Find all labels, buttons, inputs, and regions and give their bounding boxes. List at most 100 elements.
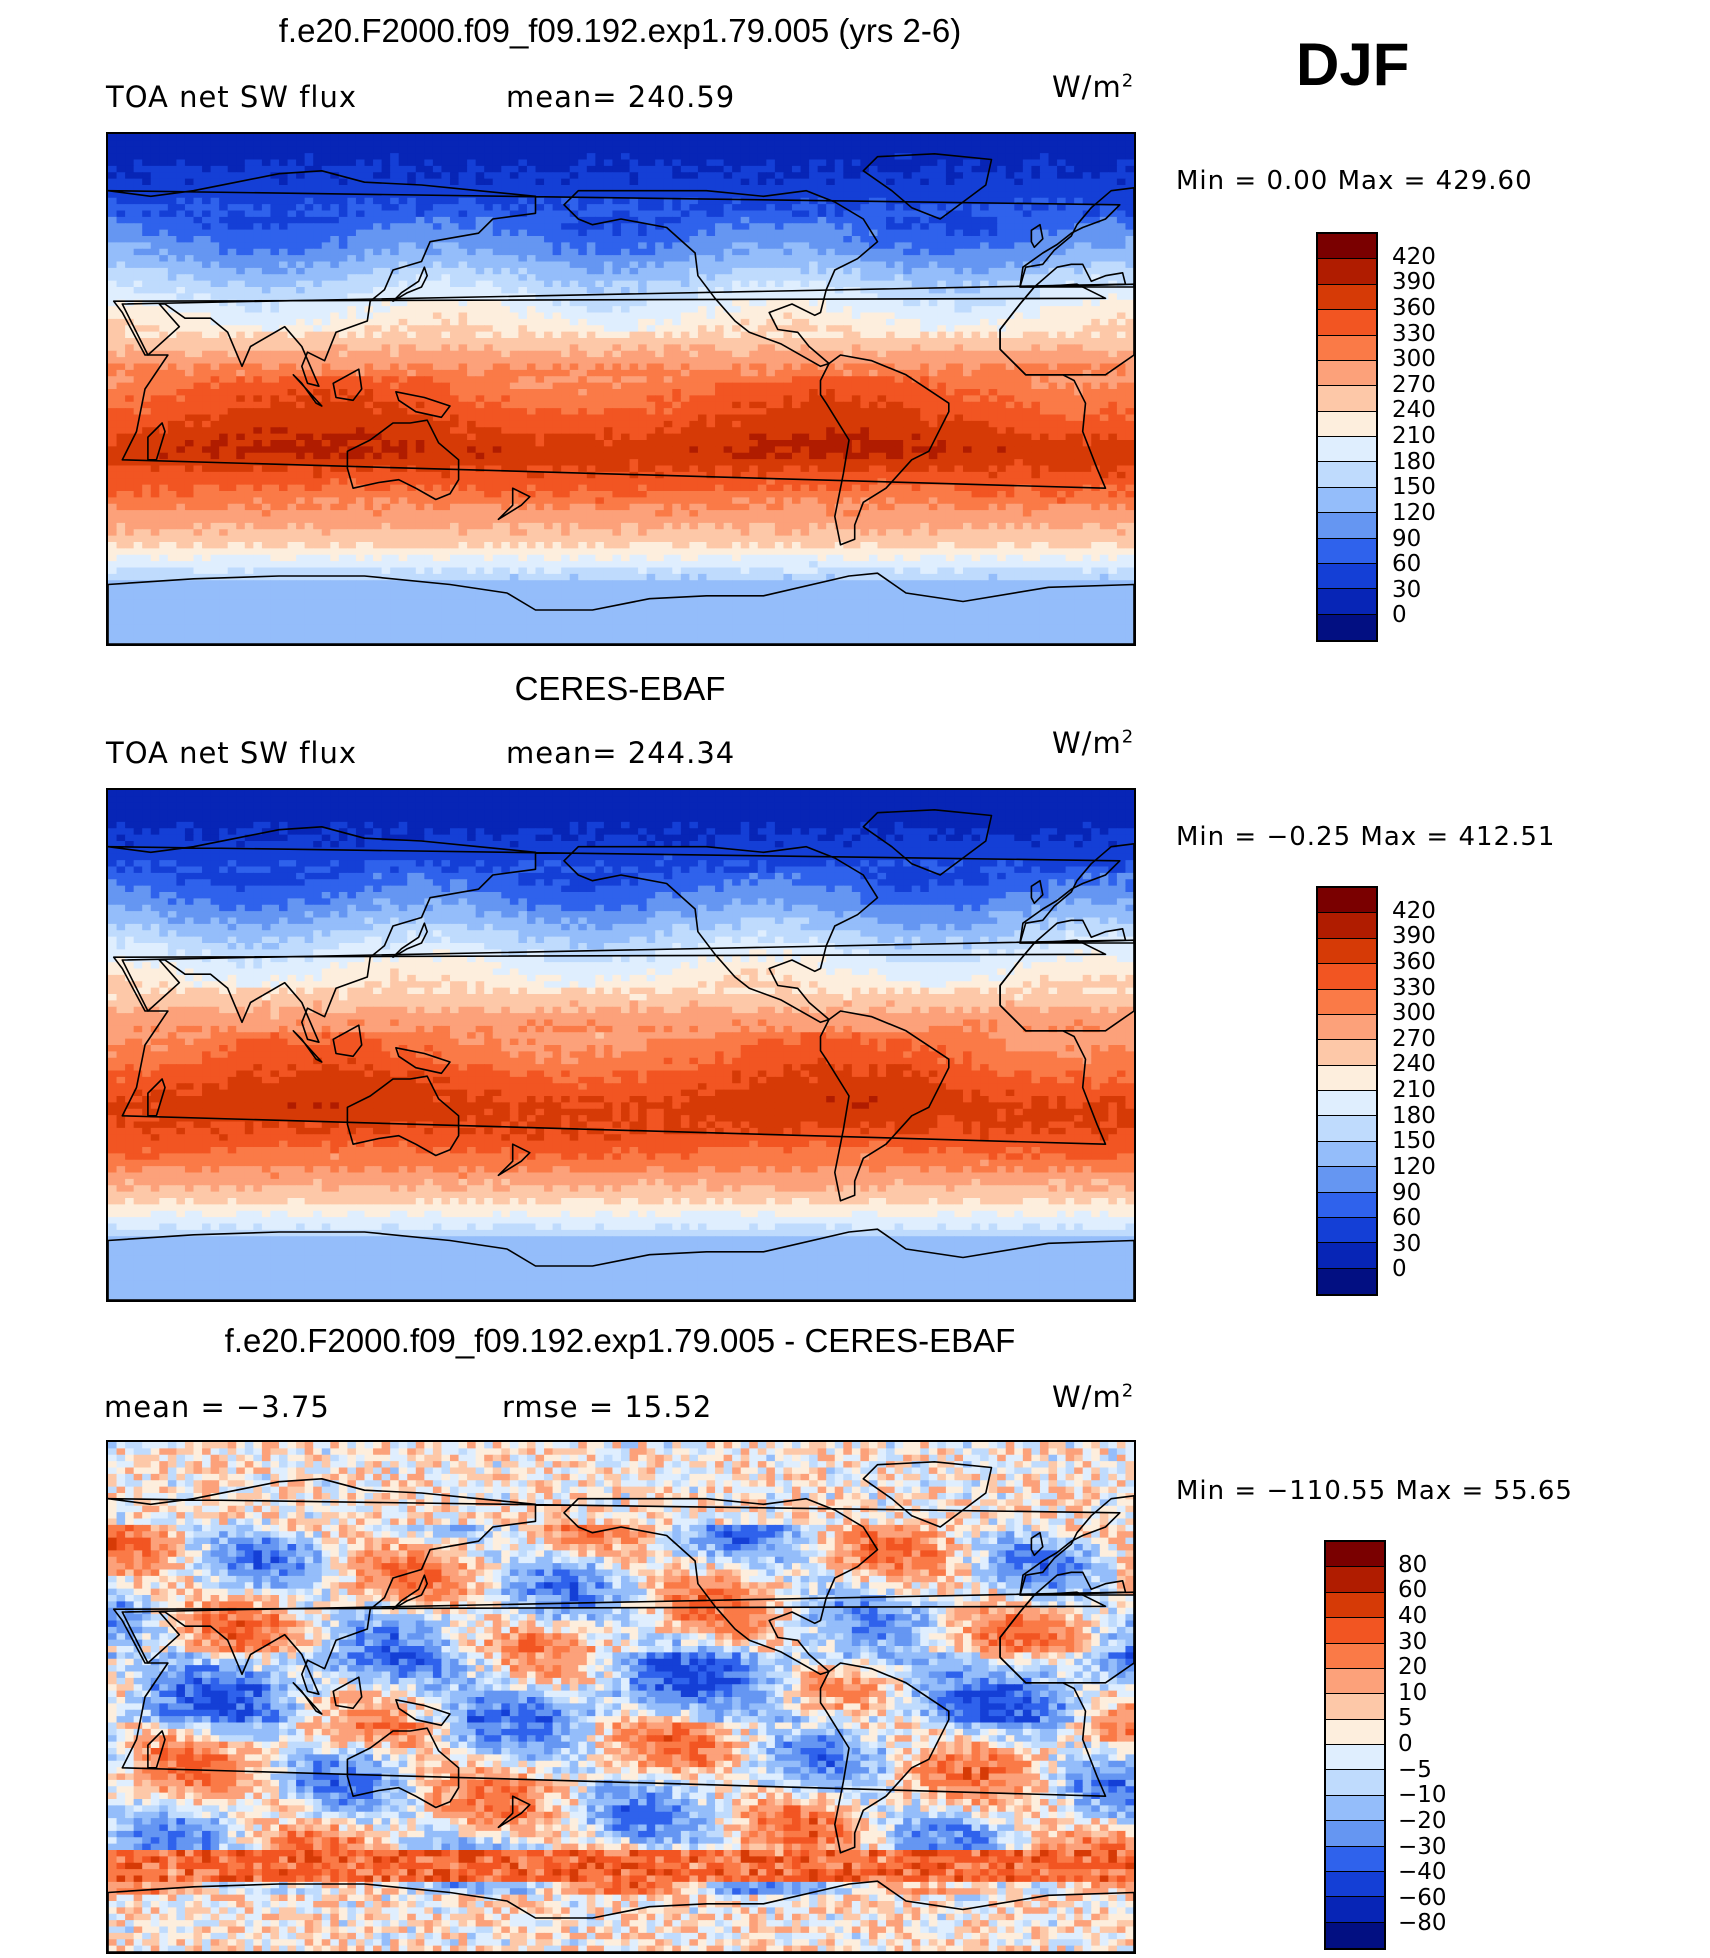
coastline (108, 1880, 1134, 1952)
flux-field (108, 134, 1134, 644)
colorbar-tick-label: 20 (1398, 1654, 1427, 1680)
colorbar-tick-label: 360 (1392, 949, 1436, 975)
colorbar-tick-label: 90 (1392, 526, 1421, 552)
colorbar-swatch (1326, 1922, 1384, 1948)
colorbar-tick-label: −30 (1398, 1834, 1447, 1860)
colorbar-tick-label: 60 (1392, 1205, 1421, 1231)
colorbar-tick-label: 420 (1392, 898, 1436, 924)
panel2-title: CERES-EBAF (170, 670, 1070, 708)
coastline (1030, 223, 1044, 249)
coastline (147, 1730, 166, 1769)
panel1-mean-label: mean= 240.59 (506, 80, 735, 114)
colorbar-swatch (1318, 386, 1376, 412)
colorbar-tick-label: 90 (1392, 1180, 1421, 1206)
colorbar-tick-label: 390 (1392, 923, 1436, 949)
colorbar-swatch (1326, 1643, 1384, 1669)
colorbar-swatch (1318, 487, 1376, 514)
panel2-minmax: Min = −0.25 Max = 412.51 (1176, 822, 1555, 852)
coastline (292, 1030, 323, 1063)
colorbar-swatch (1326, 1821, 1384, 1847)
coastline (332, 368, 363, 402)
coastline (1030, 1531, 1044, 1557)
colorbar-tick-label: 240 (1392, 397, 1436, 423)
panel2-variable-label: TOA net SW flux (106, 736, 357, 770)
coastline (395, 1698, 451, 1727)
coastline (999, 283, 1134, 376)
colorbar-swatch (1318, 1040, 1376, 1066)
flux-field (108, 790, 1134, 1300)
panel3-mean-label: mean = −3.75 (104, 1390, 330, 1424)
coastlines (108, 152, 1134, 644)
coastline (392, 1574, 429, 1610)
colorbar-tick-label: 180 (1392, 1103, 1436, 1129)
colorbar-swatch (1318, 589, 1376, 615)
colorbar-swatch (1326, 1694, 1384, 1720)
panel1-minmax: Min = 0.00 Max = 429.60 (1176, 166, 1533, 196)
colorbar-swatch (1326, 1567, 1384, 1593)
colorbar-swatch (1326, 1668, 1384, 1695)
coastline (1019, 842, 1134, 944)
colorbar-tick-label: 60 (1398, 1577, 1427, 1603)
coastline (862, 152, 993, 220)
colorbar-swatch (1318, 1091, 1376, 1117)
colorbar-tick-label: 0 (1398, 1731, 1413, 1757)
colorbar-tick-label: 150 (1392, 1128, 1436, 1154)
coastline (497, 487, 531, 521)
panel2-units: W/m2 (1052, 726, 1134, 760)
colorbar-swatch (1318, 1116, 1376, 1142)
colorbar-tick-label: 30 (1392, 1231, 1421, 1257)
colorbar-tick-label: −60 (1398, 1885, 1447, 1911)
colorbar-swatch (1318, 913, 1376, 939)
coastline (108, 572, 1134, 644)
colorbar-tick-label: 120 (1392, 1154, 1436, 1180)
coastline (1019, 186, 1134, 288)
coastline (1019, 1494, 1134, 1596)
colorbar-tick-label: 5 (1398, 1705, 1413, 1731)
coastline (999, 939, 1134, 1032)
coastline (108, 1228, 1134, 1300)
colorbar-swatch (1318, 335, 1376, 361)
colorbar-tick-label: 30 (1392, 577, 1421, 603)
colorbar-swatch (1326, 1770, 1384, 1796)
coastline (395, 390, 451, 419)
colorbar-swatch (1318, 888, 1376, 914)
colorbar-swatch (1326, 1846, 1384, 1872)
coastline (112, 939, 1107, 1146)
colorbar-swatch (1318, 360, 1376, 387)
colorbar-swatch (1318, 1192, 1376, 1218)
colorbar-tick-label: 420 (1392, 244, 1436, 270)
colorbar-swatch (1326, 1542, 1384, 1568)
colorbar-tick-label: 210 (1392, 1077, 1436, 1103)
colorbar-swatch (1318, 1217, 1376, 1244)
colorbar-swatch (1326, 1745, 1384, 1771)
panel1-map (106, 132, 1136, 646)
colorbar-swatch (1318, 513, 1376, 539)
coastline (862, 1460, 993, 1528)
coastline (392, 266, 429, 302)
colorbar-swatch (1318, 1141, 1376, 1168)
colorbar-tick-label: 390 (1392, 269, 1436, 295)
coastline (999, 1591, 1134, 1684)
colorbar-tick-label: 180 (1392, 449, 1436, 475)
coastline (1030, 879, 1044, 905)
coastline (563, 189, 879, 368)
colorbar-tick-label: −40 (1398, 1859, 1447, 1885)
season-label: DJF (1296, 30, 1409, 99)
colorbar-swatch (1318, 259, 1376, 285)
coastline (346, 1075, 460, 1157)
colorbar-swatch (1318, 462, 1376, 488)
colorbar-swatch (1326, 1618, 1384, 1644)
coastline (819, 1010, 950, 1202)
colorbar-tick-label: 240 (1392, 1051, 1436, 1077)
colorbar-swatch (1318, 563, 1376, 590)
coastline (862, 808, 993, 876)
panel3-rmse-label: rmse = 15.52 (502, 1390, 712, 1424)
colorbar-tick-label: 360 (1392, 295, 1436, 321)
colorbar-tick-label: −10 (1398, 1782, 1447, 1808)
colorbar-tick-label: −20 (1398, 1808, 1447, 1834)
coastline (292, 1682, 323, 1715)
panel1-title: f.e20.F2000.f09_f09.192.exp1.79.005 (yrs… (170, 12, 1070, 50)
colorbar-swatch (1318, 964, 1376, 990)
coastline (147, 422, 166, 461)
colorbar-swatch (1318, 614, 1376, 640)
